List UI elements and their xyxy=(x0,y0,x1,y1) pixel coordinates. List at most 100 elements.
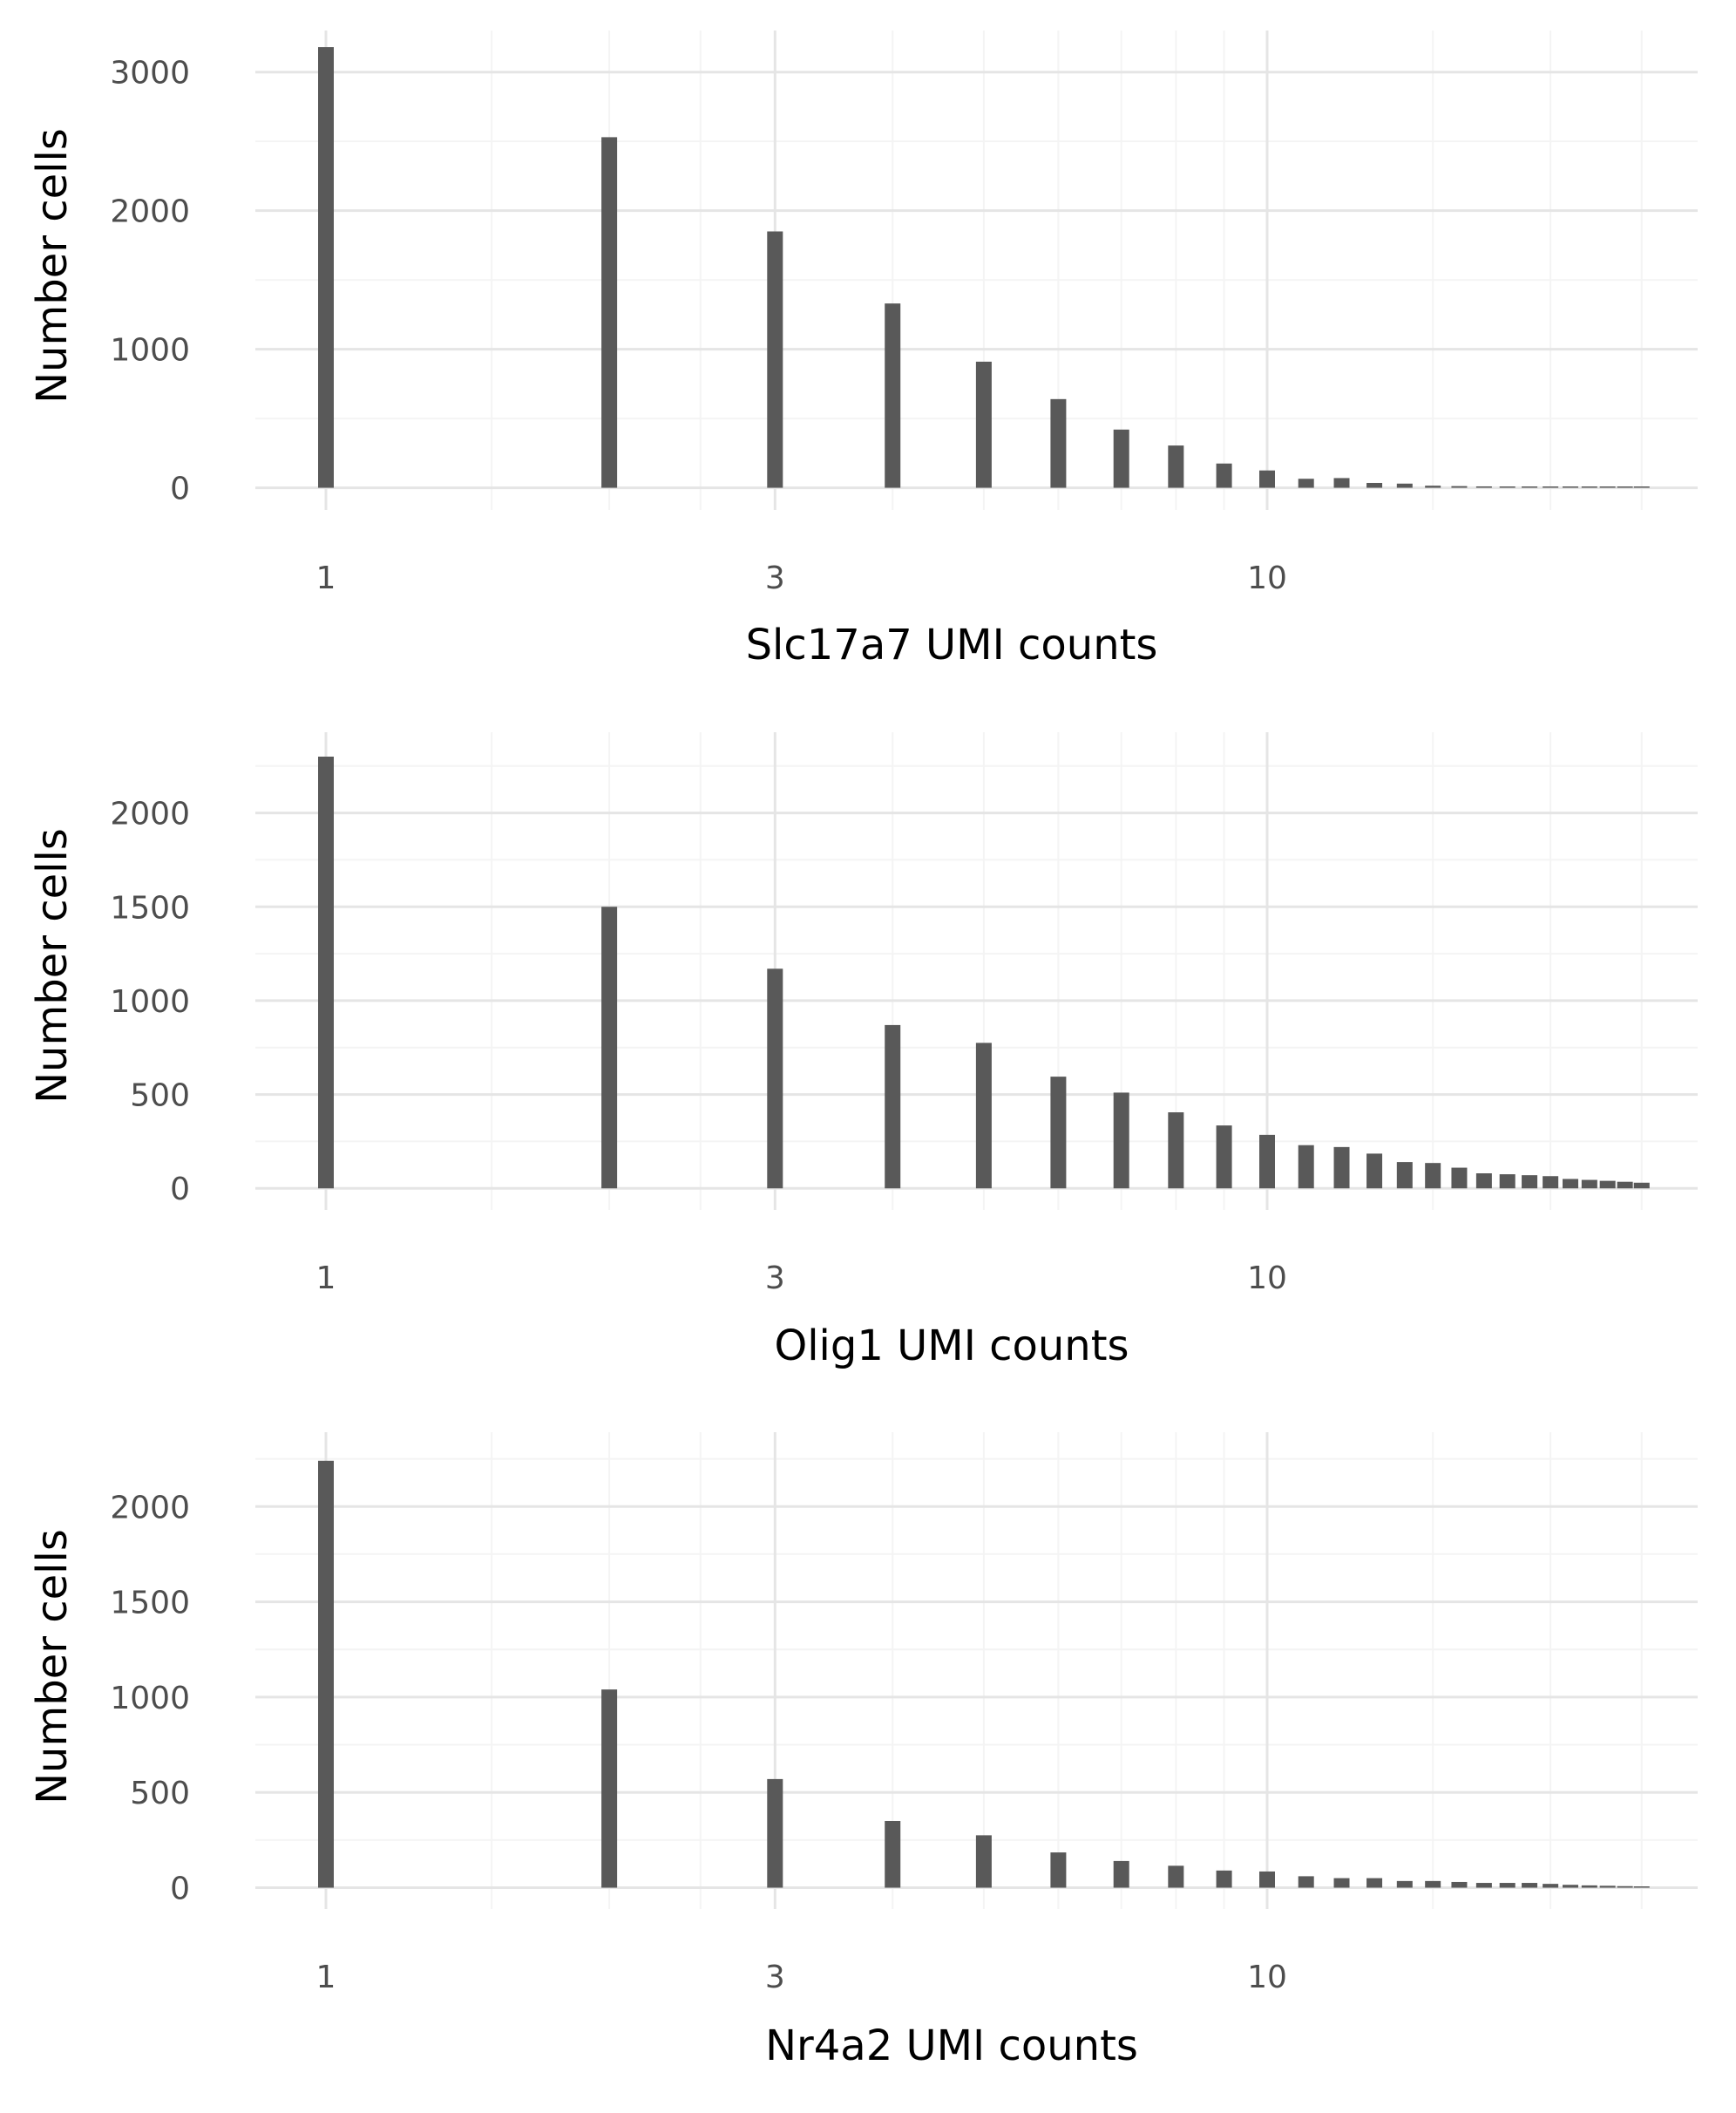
y-tick-label: 0 xyxy=(170,1172,190,1207)
bar xyxy=(1366,1153,1383,1189)
bar xyxy=(1425,1880,1441,1888)
y-tick-label: 0 xyxy=(170,472,190,507)
bar xyxy=(1543,486,1559,488)
y-axis-title: Number cells xyxy=(28,1529,77,1804)
x-tick-label: 10 xyxy=(1247,1960,1287,1995)
y-tick-label: 1500 xyxy=(110,890,190,926)
bar xyxy=(1216,1125,1232,1189)
bar xyxy=(1366,1878,1383,1888)
bar xyxy=(601,137,618,488)
bar xyxy=(1599,1885,1616,1888)
bar xyxy=(1333,478,1350,488)
bar xyxy=(318,47,334,488)
bar xyxy=(885,1024,901,1189)
y-tick-label: 0 xyxy=(170,1872,190,1907)
bar xyxy=(1562,486,1578,488)
bar xyxy=(1168,1865,1184,1888)
bar xyxy=(1396,1880,1413,1888)
bar xyxy=(601,907,618,1189)
bar xyxy=(1633,486,1650,488)
bar xyxy=(1259,1134,1275,1189)
bar xyxy=(1333,1878,1350,1888)
y-tick-label: 2000 xyxy=(110,194,190,230)
bar xyxy=(1216,463,1232,488)
bar xyxy=(1522,486,1538,488)
bar xyxy=(885,1820,901,1888)
x-axis-title: Olig1 UMI counts xyxy=(774,1321,1129,1370)
bar xyxy=(1475,1173,1492,1189)
bar xyxy=(1562,1179,1578,1189)
bar xyxy=(1168,1112,1184,1189)
y-tick-label: 2000 xyxy=(110,797,190,832)
x-tick-label: 10 xyxy=(1247,561,1287,596)
bar xyxy=(318,756,334,1189)
x-axis-title: Nr4a2 UMI counts xyxy=(765,2021,1138,2070)
bar xyxy=(1298,479,1314,488)
y-axis-title: Number cells xyxy=(28,128,77,404)
panel-slc17a7: 0 1000 2000 3000 1 3 10 Slc17a7 UMI counts Nu… xyxy=(28,31,1698,669)
x-tick-label: 3 xyxy=(765,1960,785,1995)
bar xyxy=(1366,483,1383,488)
bar xyxy=(1543,1884,1559,1888)
bar xyxy=(1562,1885,1578,1888)
bar xyxy=(975,1835,992,1888)
bar xyxy=(1475,1883,1492,1888)
y-tick-label: 500 xyxy=(130,1078,190,1114)
bar xyxy=(1113,1860,1129,1888)
x-tick-label: 1 xyxy=(316,1960,336,1995)
bar xyxy=(1113,1092,1129,1189)
x-tick-label: 1 xyxy=(316,1260,336,1296)
bar xyxy=(1259,1871,1275,1888)
panel-olig1: 0 500 1000 1500 2000 1 3 10 Olig1 UMI counts N… xyxy=(28,732,1698,1370)
bar xyxy=(1050,1077,1067,1189)
bar xyxy=(1298,1145,1314,1189)
y-tick-label: 1000 xyxy=(110,1681,190,1716)
bar xyxy=(767,1778,783,1888)
y-tick-label: 500 xyxy=(130,1776,190,1811)
x-axis-title: Slc17a7 UMI counts xyxy=(746,621,1158,669)
bar xyxy=(1425,1163,1441,1189)
bar xyxy=(1499,1174,1516,1189)
bar xyxy=(1581,1885,1597,1888)
y-axis-title: Number cells xyxy=(28,828,77,1104)
bar xyxy=(1499,1883,1516,1888)
bar xyxy=(1599,486,1616,488)
bar xyxy=(975,361,992,488)
x-tick-label: 3 xyxy=(765,561,785,596)
bar xyxy=(1396,483,1413,488)
bar xyxy=(1113,429,1129,488)
bar xyxy=(885,303,901,488)
bar xyxy=(1396,1162,1413,1189)
bar xyxy=(1633,1886,1650,1888)
bar xyxy=(1617,486,1633,488)
bar xyxy=(1259,470,1275,488)
bar xyxy=(1050,398,1067,488)
bar xyxy=(1522,1175,1538,1189)
y-tick-label: 1000 xyxy=(110,333,190,369)
bar xyxy=(1216,1870,1232,1888)
bar xyxy=(1522,1883,1538,1888)
x-tick-label: 1 xyxy=(316,561,336,596)
bar xyxy=(1633,1182,1650,1189)
bar xyxy=(1475,486,1492,488)
bar xyxy=(1617,1885,1633,1888)
bar xyxy=(1581,486,1597,488)
bar xyxy=(318,1460,334,1888)
y-tick-label: 1000 xyxy=(110,984,190,1020)
bar xyxy=(1050,1852,1067,1888)
bar xyxy=(1168,445,1184,488)
bar xyxy=(975,1043,992,1189)
bar xyxy=(1451,1881,1468,1888)
bar xyxy=(767,968,783,1189)
bar xyxy=(1333,1146,1350,1189)
y-tick-label: 1500 xyxy=(110,1586,190,1621)
x-tick-label: 10 xyxy=(1247,1260,1287,1296)
bar xyxy=(767,231,783,488)
y-tick-label: 3000 xyxy=(110,56,190,92)
bar xyxy=(1599,1180,1616,1189)
bar xyxy=(1451,1167,1468,1189)
y-tick-label: 2000 xyxy=(110,1490,190,1525)
bar xyxy=(1298,1876,1314,1888)
bar xyxy=(1425,486,1441,488)
